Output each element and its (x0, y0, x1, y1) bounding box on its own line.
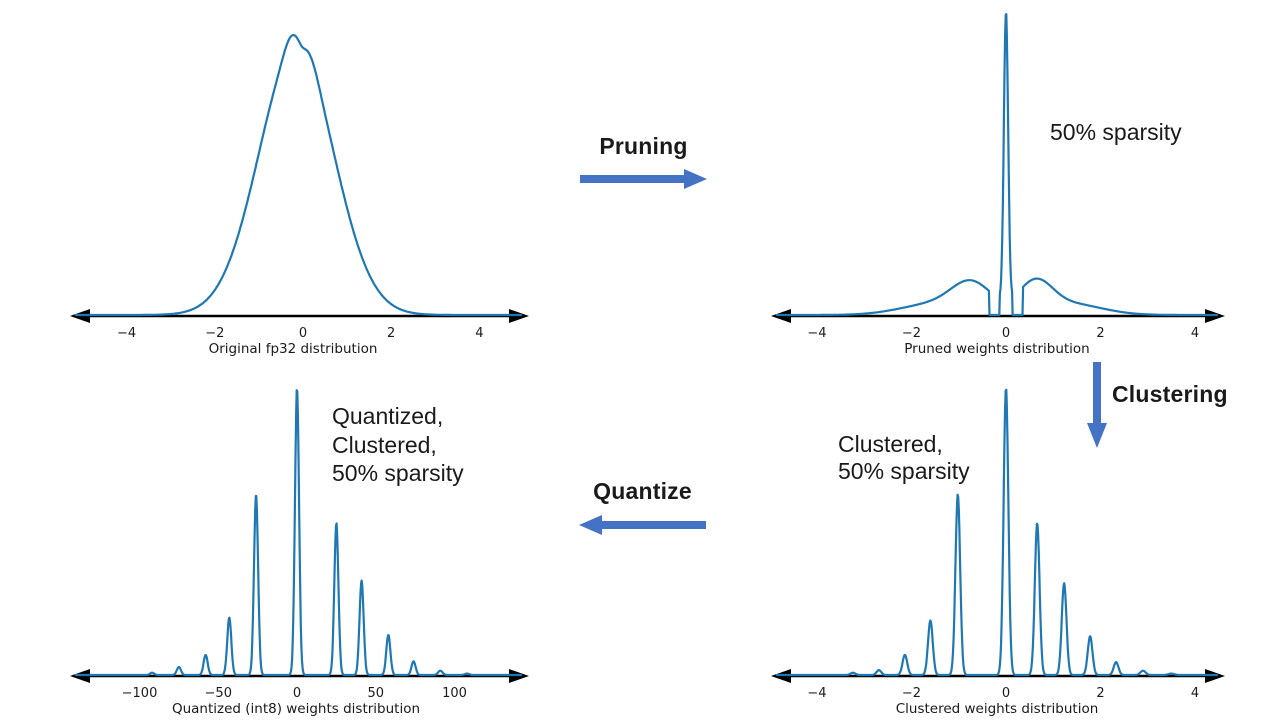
x-tick-label: −4 (117, 326, 136, 341)
arrow-right-shape (580, 169, 707, 189)
chart-pruned: −4 −2 0 2 4 Pruned weights distribution (771, 13, 1225, 357)
x-tick-label: −4 (807, 686, 826, 701)
x-tick-label: 0 (293, 686, 301, 701)
density-curve (775, 388, 1219, 677)
chart-clustered: −4 −2 0 2 4 Clustered weights distribution (771, 388, 1225, 717)
x-tick-label: 2 (1096, 686, 1104, 701)
x-tick-label: −50 (205, 686, 232, 701)
x-tick-label: 2 (1096, 326, 1104, 341)
chart-original_fp32: −4 −2 0 2 4 Original fp32 distribution (70, 34, 529, 357)
x-axis-title: Quantized (int8) weights distribution (172, 701, 420, 717)
x-tick-label: −2 (902, 326, 921, 341)
arrow-down-icon (1087, 362, 1107, 448)
x-axis-title: Clustered weights distribution (896, 701, 1099, 717)
density-curve (775, 13, 1219, 317)
arrow-down-shape (1087, 362, 1107, 448)
x-tick-label: 4 (1191, 326, 1199, 341)
x-tick-label: −100 (122, 686, 158, 701)
arrow-left-shape (579, 515, 706, 535)
arrow-right-icon (580, 169, 707, 189)
x-tick-label: 0 (299, 326, 307, 341)
x-tick-label: 0 (1002, 686, 1010, 701)
arrow-left-icon (579, 515, 706, 535)
pruning-step-label: Pruning (599, 133, 688, 159)
x-tick-label: 50 (367, 686, 384, 701)
clustering-step-label: Clustering (1112, 381, 1228, 407)
x-tick-label: −4 (807, 326, 826, 341)
density-curve (74, 389, 523, 677)
x-axis-title: Pruned weights distribution (904, 341, 1090, 357)
x-tick-label: 2 (387, 326, 395, 341)
quantize-step-label: Quantize (593, 478, 692, 504)
clustered-sparsity-annotation: Clustered, 50% sparsity (838, 431, 970, 484)
x-tick-label: −2 (902, 686, 921, 701)
x-tick-label: 4 (1191, 686, 1199, 701)
x-tick-label: 100 (442, 686, 467, 701)
x-tick-label: 0 (1002, 326, 1010, 341)
pruned-sparsity-annotation: 50% sparsity (1050, 119, 1182, 145)
x-axis-title: Original fp32 distribution (209, 341, 378, 357)
x-tick-label: 4 (475, 326, 483, 341)
density-curve (74, 34, 523, 317)
x-tick-label: −2 (205, 326, 224, 341)
quantized-sparsity-annotation: Quantized, Clustered, 50% sparsity (332, 403, 464, 486)
chart-quantized_int8: −100 −50 0 50 100 Quantized (int8) weights di… (70, 389, 529, 717)
